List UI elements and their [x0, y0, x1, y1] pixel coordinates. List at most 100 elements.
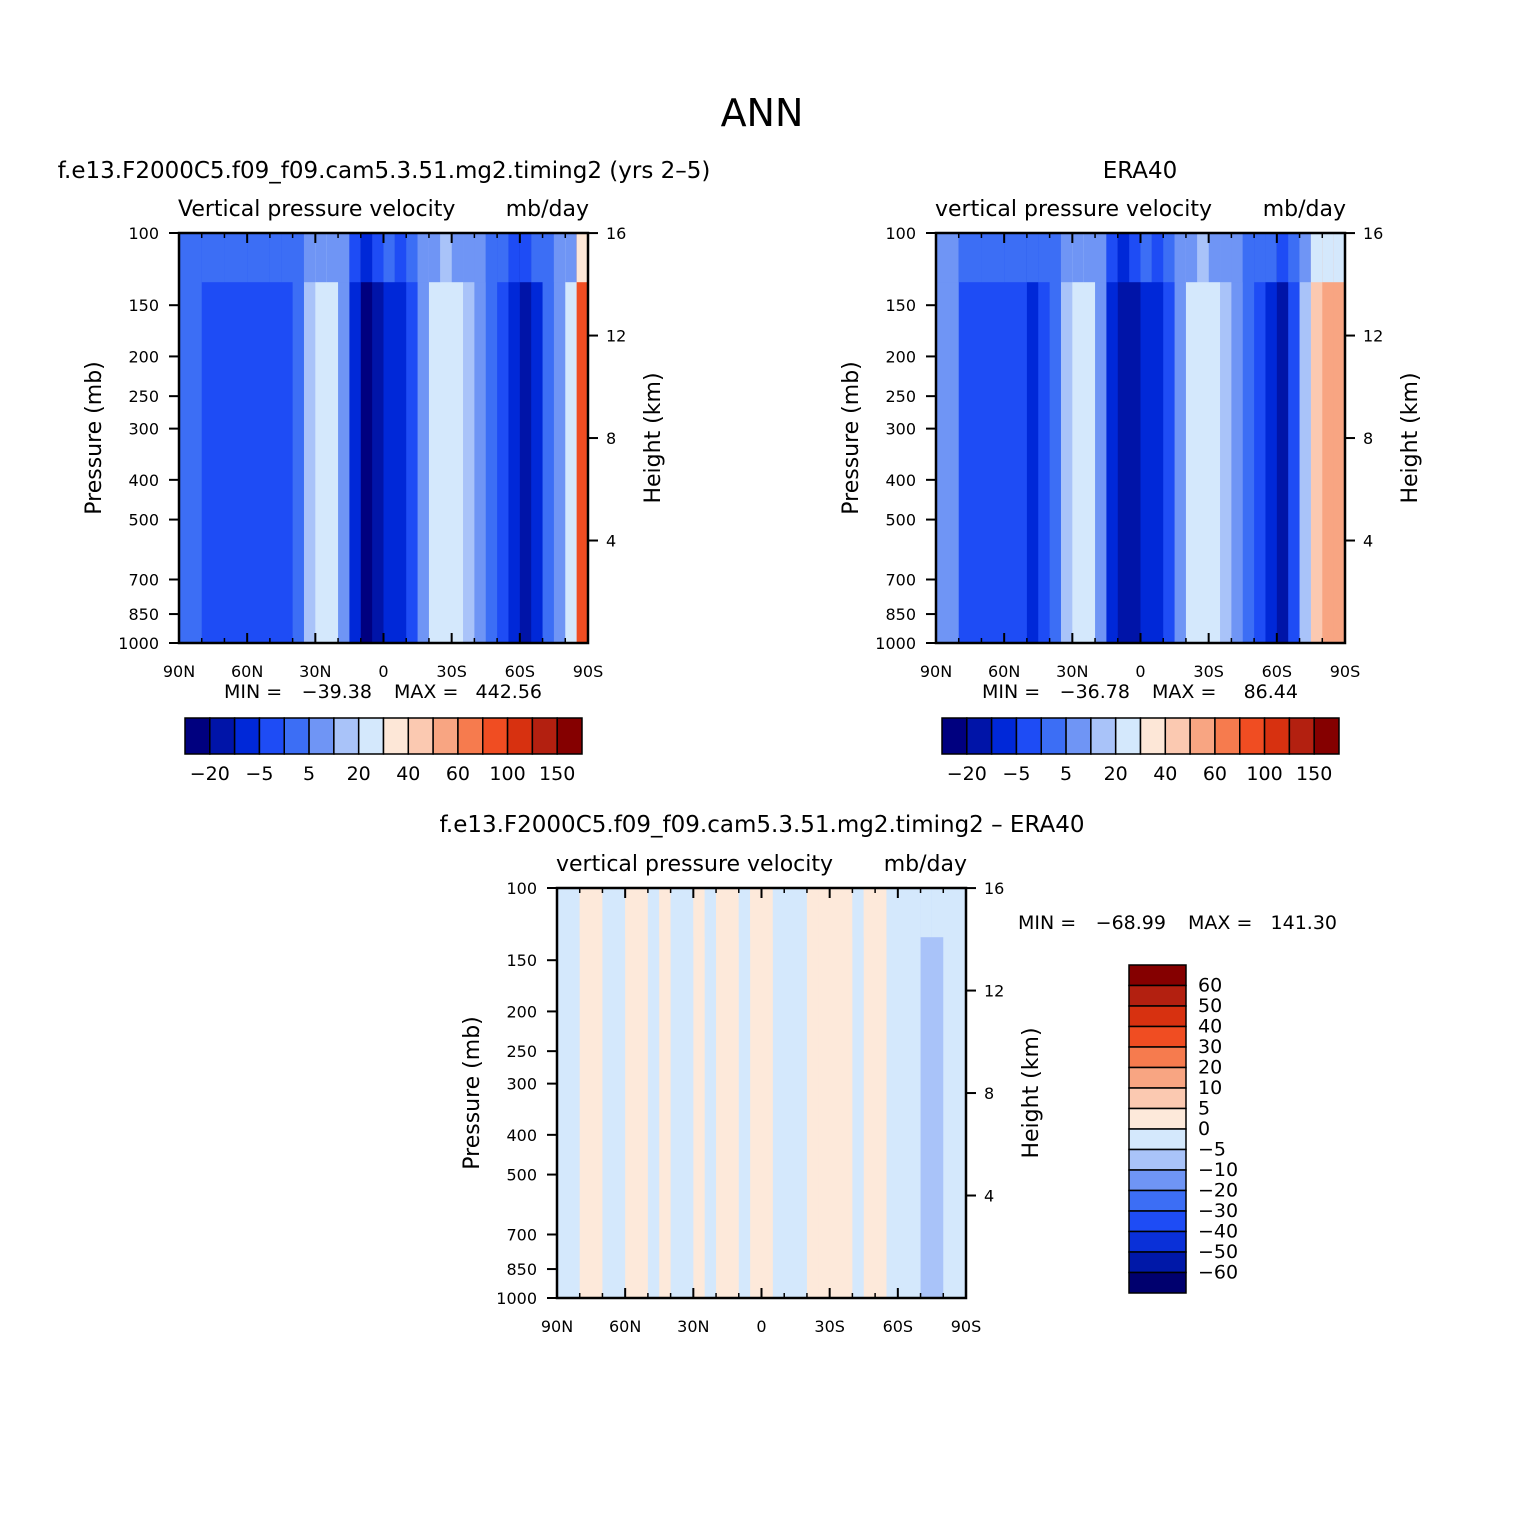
data-cell	[440, 233, 453, 643]
data-cell	[1060, 233, 1073, 283]
colorbar-swatch	[506, 717, 534, 755]
data-cell	[761, 888, 774, 1298]
data-cell	[201, 233, 226, 643]
data-cell	[1242, 233, 1255, 283]
x-tick-label: 90N	[920, 662, 952, 681]
colorbar-swatch	[1128, 1046, 1187, 1069]
data-cell	[1129, 233, 1142, 643]
x-tick-label: 30S	[436, 662, 467, 681]
colorbar-swatch	[1128, 1230, 1187, 1253]
x-tick-label: 60N	[609, 1317, 641, 1336]
data-cell	[315, 233, 328, 283]
colorbar-swatch	[1288, 717, 1315, 755]
data-cell	[954, 888, 967, 1298]
data-cell	[1197, 233, 1210, 643]
x-tick-label: 30S	[1193, 662, 1224, 681]
y-right-axis-label: Height (km)	[1019, 1027, 1044, 1158]
data-cell	[958, 233, 983, 283]
y-right-tick-label: 4	[1363, 532, 1373, 551]
y-tick-label: 850	[506, 1260, 537, 1279]
data-cell	[557, 888, 581, 1298]
x-tick-label: 60S	[883, 1317, 914, 1336]
y-tick-label: 200	[506, 1002, 537, 1021]
x-tick-label: 0	[756, 1317, 766, 1336]
data-cell	[474, 233, 487, 643]
data-cell	[1299, 233, 1312, 283]
data-cell	[818, 888, 831, 1298]
data-cell	[1095, 233, 1108, 283]
y-tick-label: 150	[128, 296, 159, 315]
data-cell	[1322, 233, 1335, 283]
y-tick-label: 100	[506, 879, 537, 898]
diff-panel: f.e13.F2000C5.f09_f09.cam5.3.51.mg2.timi…	[439, 812, 1337, 1336]
data-cell	[531, 233, 544, 283]
data-cell	[338, 233, 351, 283]
x-tick-label: 90S	[951, 1317, 982, 1336]
x-tick-label: 30N	[1056, 662, 1088, 681]
units-label: mb/day	[1263, 197, 1346, 222]
data-cell	[750, 888, 763, 938]
data-cell	[269, 233, 282, 643]
y-tick-label: 200	[128, 347, 159, 366]
data-cell	[428, 233, 441, 283]
max-value: 442.56	[476, 681, 542, 703]
data-cell	[727, 888, 740, 938]
colorbar-label: −5	[1198, 1139, 1226, 1161]
data-cell	[693, 888, 706, 938]
max-value: 86.44	[1244, 681, 1298, 703]
data-cell	[372, 233, 385, 643]
colorbar-swatch	[1239, 717, 1266, 755]
data-cell	[795, 888, 808, 1298]
data-cell	[508, 233, 521, 643]
data-cell	[579, 888, 604, 1298]
data-cell	[958, 233, 983, 643]
data-cell	[1208, 233, 1221, 283]
colorbar-swatch	[966, 717, 993, 755]
data-cell	[1265, 233, 1278, 643]
colorbar-swatch	[941, 717, 968, 755]
data-cell	[394, 233, 407, 283]
data-cell	[372, 233, 385, 283]
data-cell	[417, 233, 430, 643]
colorbar-swatch	[1128, 1005, 1187, 1028]
units-label: mb/day	[884, 852, 967, 877]
data-cell	[750, 888, 763, 1298]
data-cell	[485, 233, 498, 643]
data-cell	[224, 233, 248, 283]
data-cell	[886, 888, 899, 938]
y-tick-label: 850	[885, 605, 916, 624]
data-cell	[1231, 233, 1244, 643]
data-cell	[485, 233, 498, 283]
data-cell	[829, 888, 842, 938]
colorbar-swatch	[1189, 717, 1216, 755]
data-cell	[542, 233, 555, 643]
colorbar-label: 20	[347, 763, 371, 785]
data-cell	[625, 888, 649, 1298]
colorbar-swatch	[457, 717, 484, 755]
data-cell	[1151, 233, 1164, 643]
data-cell	[292, 233, 305, 643]
y-tick-label: 300	[506, 1075, 537, 1094]
colorbar-label: 150	[1296, 763, 1332, 785]
data-cell	[897, 888, 910, 1298]
data-cell	[1310, 233, 1323, 283]
colorbar-swatch	[357, 717, 385, 755]
data-cell	[806, 888, 819, 1298]
data-cell	[716, 888, 729, 1298]
data-cell	[1083, 233, 1096, 283]
data-cell	[1333, 233, 1346, 283]
data-cell	[818, 888, 831, 938]
x-tick-label: 60S	[505, 662, 536, 681]
colorbar-swatch	[233, 717, 261, 755]
data-cell	[1140, 233, 1153, 283]
x-tick-label: 90S	[1330, 662, 1361, 681]
data-cell	[292, 233, 305, 283]
colorbar-swatch	[1090, 717, 1117, 755]
data-cell	[406, 233, 419, 643]
data-cell	[670, 888, 683, 1298]
data-cell	[981, 233, 1005, 283]
data-cell	[784, 888, 797, 1298]
y-axis-label: Pressure (mb)	[839, 361, 864, 515]
data-cell	[338, 233, 351, 643]
colorbar-label: −30	[1198, 1200, 1238, 1222]
